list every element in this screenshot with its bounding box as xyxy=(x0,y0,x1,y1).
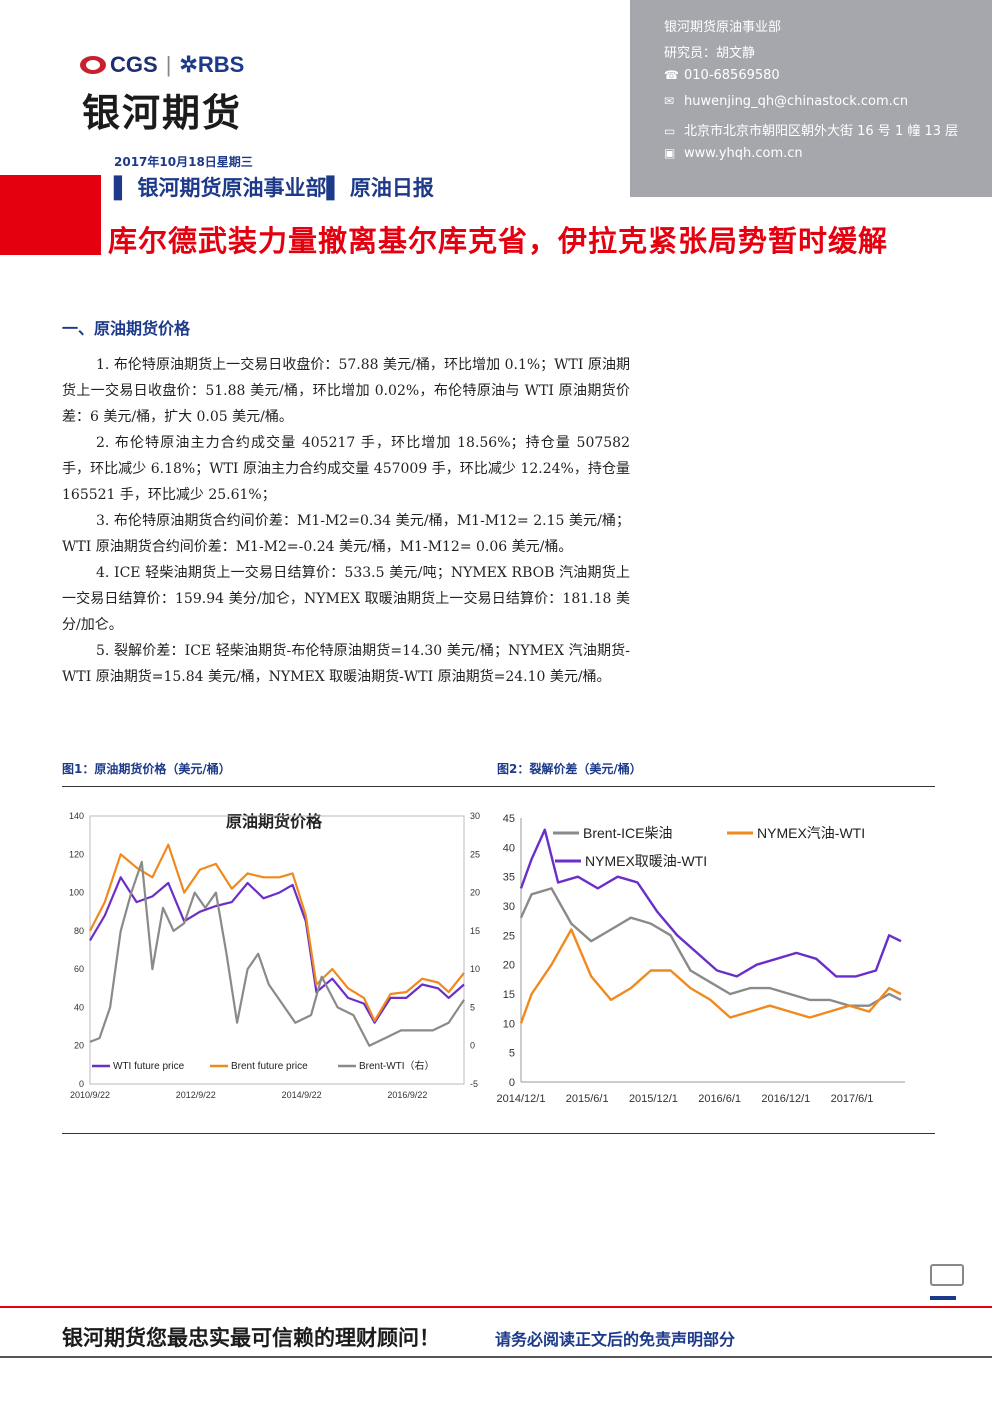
info-email-row: ✉ huwenjing_qh@chinastock.com.cn xyxy=(664,94,908,109)
paragraph: 5. 裂解价差：ICE 轻柴油期货-布伦特原油期货=14.30 美元/桶；NYM… xyxy=(62,643,630,685)
paragraph: 1. 布伦特原油期货上一交易日收盘价：57.88 美元/桶，环比增加 0.1%；… xyxy=(62,357,630,425)
chart1-y-right-tick: 15 xyxy=(470,926,480,936)
info-web[interactable]: www.yhqh.com.cn xyxy=(684,146,803,161)
chart2-series-line xyxy=(519,928,902,1024)
monitor-icon: ▣ xyxy=(664,146,676,160)
chart1-y-left-tick: 20 xyxy=(74,1041,84,1051)
logo-rbs-text: RBS xyxy=(197,52,245,77)
phone-icon: ☎ xyxy=(664,68,679,82)
chart1-y-left-tick: 60 xyxy=(74,964,84,974)
chart1-y-right-tick: 20 xyxy=(470,888,480,898)
chart2-x-tick: 2015/6/1 xyxy=(566,1093,609,1105)
chart1-series-line xyxy=(89,843,465,1022)
chart2-y-tick: 30 xyxy=(503,901,515,913)
chart1-x-tick: 2012/9/22 xyxy=(176,1090,216,1100)
chart2-legend-label: NYMEX汽油-WTI xyxy=(757,825,865,841)
info-dept: 银河期货原油事业部 xyxy=(664,20,782,35)
chart2-y-tick: 25 xyxy=(503,930,515,942)
chart-crude-oil-prices: 原油期货价格 0 20 40 60 80 100 120 140 -5 0 5 10 15 20 25 30 2… xyxy=(69,811,480,1100)
info-phone: 010-68569580 xyxy=(684,68,780,83)
paragraph: 2. 布伦特原油主力合约成交量 405217 手，环比增加 18.56%；持仓量… xyxy=(62,435,630,503)
logo-chinese: 银河期货 xyxy=(82,91,243,135)
chart1-x-tick: 2016/9/22 xyxy=(387,1090,427,1100)
chart2-y-tick: 10 xyxy=(503,1018,515,1030)
book-icon: ▭ xyxy=(664,124,676,138)
chart2-y-tick: 20 xyxy=(503,960,515,972)
chart2-y-tick: 40 xyxy=(503,842,515,854)
chart1-legend-label: Brent future price xyxy=(231,1061,308,1072)
chart1-y-right-tick: 25 xyxy=(470,849,480,859)
info-email[interactable]: huwenjing_qh@chinastock.com.cn xyxy=(684,94,909,109)
chart1-x-tick: 2014/9/22 xyxy=(282,1090,322,1100)
chart1-legend-label: WTI future price xyxy=(113,1061,185,1072)
chart1-y-left-tick: 100 xyxy=(69,888,84,898)
info-researcher: 研究员：胡文静 xyxy=(664,46,756,61)
chart1-y-left-tick: 80 xyxy=(74,926,84,936)
logo: CGS | ✲RBS xyxy=(80,52,244,78)
headline: 库尔德武装力量撤离基尔库克省，伊拉克紧张局势暂时缓解 xyxy=(108,224,889,258)
chart1-title: 原油期货价格 xyxy=(226,812,323,831)
footer-disclaimer[interactable]: 请务必阅读正文后的免责声明部分 xyxy=(495,1330,736,1349)
red-accent-bar xyxy=(0,175,101,255)
chart1-x-tick: 2010/9/22 xyxy=(70,1090,110,1100)
report-body: 1. 布伦特原油期货上一交易日收盘价：57.88 美元/桶，环比增加 0.1%；… xyxy=(62,352,630,690)
figure-bottom-rule xyxy=(62,1133,935,1134)
rbs-mark-icon: ✲ xyxy=(179,52,198,77)
chart1-y-right-tick: 10 xyxy=(470,964,480,974)
chart2-x-tick: 2017/6/1 xyxy=(831,1093,874,1105)
contact-info-box: 银河期货原油事业部 研究员：胡文静 ☎ 010-68569580 ✉ huwenji… xyxy=(630,0,992,197)
chart2-x-tick: 2016/12/1 xyxy=(761,1093,810,1105)
chart2-y-tick: 45 xyxy=(503,813,515,825)
paragraph: 3. 布伦特原油期货合约间价差：M1-M2=0.34 美元/桶，M1-M12= … xyxy=(62,513,630,555)
chart1-y-left-tick: 40 xyxy=(74,1002,84,1012)
cgs-swirl-icon xyxy=(80,56,106,74)
info-address: 北京市北京市朝阳区朝外大街 16 号 1 幢 13 层 xyxy=(684,124,959,139)
chart2-series-line xyxy=(519,828,902,978)
report-date: 2017年10月18日星期三 xyxy=(114,155,253,169)
chart2-x-tick: 2015/12/1 xyxy=(629,1093,678,1105)
chart2-y-tick: 15 xyxy=(503,989,515,1001)
section-title: 一、原油期货价格 xyxy=(62,319,191,338)
paragraph: 4. ICE 轻柴油期货上一交易日结算价：533.5 美元/吨；NYMEX RB… xyxy=(62,565,630,633)
page-marker xyxy=(930,1296,956,1300)
chart1-y-left-tick: 0 xyxy=(79,1079,84,1089)
chart1-y-right-tick: 5 xyxy=(470,1002,475,1012)
mail-icon: ✉ xyxy=(664,94,675,108)
chart1-y-left-tick: 140 xyxy=(69,811,84,821)
figure-top-rule xyxy=(62,786,935,787)
footer-bottom-rule xyxy=(0,1356,992,1358)
info-phone-row: ☎ 010-68569580 xyxy=(664,68,780,83)
chart1-y-left-tick: 120 xyxy=(69,849,84,859)
footer-top-rule xyxy=(0,1306,992,1308)
info-web-row: ▣ www.yhqh.com.cn xyxy=(664,146,803,161)
figure1-caption: 图1：原油期货价格（美元/桶） xyxy=(62,762,231,776)
chart2-series-line xyxy=(519,887,902,1007)
chart-crack-spreads: 0 5 10 15 20 25 30 35 40 45 2014/12/1 2015/6/1 2015/… xyxy=(497,813,905,1105)
chart1-y-right-tick: 30 xyxy=(470,811,480,821)
chart1-y-right-tick: 0 xyxy=(470,1041,475,1051)
logo-cgs-text: CGS xyxy=(110,52,158,77)
page-corner-icon xyxy=(930,1264,964,1286)
chart2-x-tick: 2014/12/1 xyxy=(497,1093,546,1105)
chart1-legend-label: Brent-WTI（右） xyxy=(359,1059,435,1072)
chart1-y-right-tick: -5 xyxy=(470,1079,478,1089)
chart2-y-tick: 0 xyxy=(509,1077,515,1089)
chart1-series-line xyxy=(89,860,465,1047)
chart2-legend-label: Brent-ICE柴油 xyxy=(583,825,672,841)
chart1-series-line xyxy=(89,876,465,1024)
chart2-y-tick: 5 xyxy=(509,1048,515,1060)
chart2-legend-label: NYMEX取暖油-WTI xyxy=(585,853,707,869)
chart2-y-tick: 35 xyxy=(503,872,515,884)
chart2-x-tick: 2016/6/1 xyxy=(698,1093,741,1105)
info-address-row: ▭ 北京市北京市朝阳区朝外大街 16 号 1 幢 13 层 xyxy=(664,120,958,139)
chart1-plot-frame xyxy=(89,815,465,1085)
figure2-caption: 图2：裂解价差（美元/桶） xyxy=(497,762,642,776)
report-department: ▌ 银河期货原油事业部▌ 原油日报 xyxy=(114,176,434,200)
footer-slogan: 银河期货您最忠实最可信赖的理财顾问！ xyxy=(62,1326,440,1350)
